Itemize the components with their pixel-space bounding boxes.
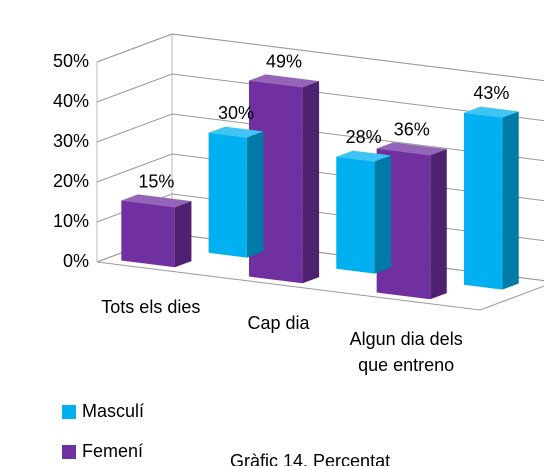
y-tick-label: 40% bbox=[53, 91, 89, 111]
bar-side bbox=[174, 201, 192, 268]
bar-front bbox=[121, 200, 175, 268]
y-tick-label: 50% bbox=[53, 51, 89, 71]
value-label: 30% bbox=[218, 103, 254, 123]
bar-top bbox=[336, 150, 392, 162]
y-tick-label: 30% bbox=[53, 131, 89, 151]
legend-swatch bbox=[62, 445, 76, 459]
bar-top bbox=[463, 106, 519, 118]
bar-top bbox=[248, 74, 320, 88]
value-label: 28% bbox=[346, 127, 382, 147]
grid-line bbox=[96, 73, 544, 122]
bar-side bbox=[430, 149, 447, 300]
bar-front bbox=[463, 112, 503, 290]
y-tick-label: 20% bbox=[53, 171, 89, 191]
bar-side bbox=[246, 131, 264, 258]
bar-front bbox=[208, 132, 247, 258]
x-tick-label: Cap dia bbox=[247, 313, 310, 333]
bar bbox=[208, 126, 264, 258]
legend-label: Masculí bbox=[82, 401, 144, 421]
bar-side bbox=[374, 155, 392, 274]
bar-front bbox=[336, 156, 375, 274]
caption: Gràfic 14. Percentat bbox=[230, 451, 390, 466]
grid-line bbox=[96, 33, 544, 82]
bar bbox=[336, 150, 392, 274]
bar-side bbox=[502, 111, 519, 290]
grid-line bbox=[96, 113, 544, 162]
bar bbox=[463, 106, 519, 290]
y-tick-label: 0% bbox=[63, 251, 89, 271]
value-label: 36% bbox=[394, 120, 430, 140]
legend-swatch bbox=[62, 405, 76, 419]
value-label: 43% bbox=[473, 83, 509, 103]
y-tick-label: 10% bbox=[53, 211, 89, 231]
value-label: 49% bbox=[266, 52, 302, 72]
bar-top bbox=[121, 194, 192, 208]
x-tick-label: Tots els dies bbox=[101, 297, 201, 317]
value-label: 15% bbox=[138, 172, 174, 192]
bar-top bbox=[208, 126, 264, 138]
bar-side bbox=[302, 81, 320, 284]
bar-top bbox=[376, 142, 447, 156]
x-tick-label: Algun dia dels que entreno bbox=[349, 329, 463, 375]
bar bbox=[121, 194, 192, 268]
legend-label: Femení bbox=[82, 441, 143, 461]
